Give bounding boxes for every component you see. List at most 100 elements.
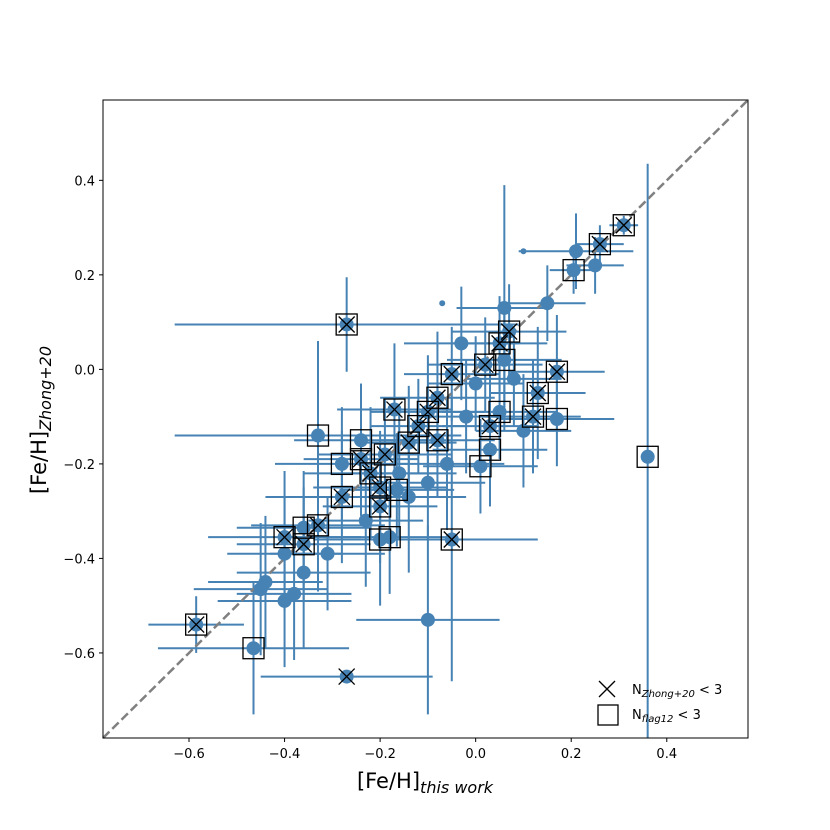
data-point — [382, 530, 397, 545]
cross-marker — [400, 434, 418, 452]
data-point — [253, 582, 268, 597]
data-point — [520, 248, 527, 255]
cross-marker — [548, 363, 566, 381]
square-marker — [426, 386, 449, 409]
legend: NZhong+20 < 3 Nflag12 < 3 — [597, 680, 722, 726]
data-point — [473, 459, 488, 474]
cross-marker — [371, 479, 389, 496]
square-marker — [545, 360, 569, 383]
square-marker — [478, 438, 502, 461]
square-marker — [368, 495, 392, 518]
y-axis-label-base: [Fe/H] — [27, 431, 51, 494]
cross-marker — [338, 316, 356, 333]
cross-marker — [409, 417, 427, 435]
data-point — [569, 244, 583, 259]
square-marker — [474, 353, 497, 376]
square-marker — [330, 485, 354, 509]
legend-square-icon — [597, 704, 619, 726]
data-point — [320, 546, 335, 561]
y-tick-label: 0.0 — [74, 363, 95, 378]
square-marker — [636, 445, 659, 468]
y-tick-label: −0.2 — [63, 458, 95, 473]
data-point — [334, 456, 349, 471]
x-tick-label: −0.6 — [173, 747, 205, 762]
cross-marker — [500, 323, 518, 341]
y-axis-label: [Fe/H]Zhong+20 — [27, 346, 55, 494]
square-marker — [359, 462, 382, 485]
cross-marker — [419, 403, 437, 421]
y-tick-label: −0.6 — [63, 647, 95, 662]
square-marker — [562, 258, 585, 282]
square-marker — [373, 443, 397, 466]
cross-marker — [338, 668, 356, 686]
square-marker — [588, 232, 612, 256]
x-tick-label: −0.2 — [364, 747, 396, 762]
square-marker — [292, 516, 315, 539]
y-tick-label: 0.2 — [74, 269, 95, 284]
square-marker — [526, 381, 549, 405]
data-point — [392, 466, 407, 481]
cross-markers — [187, 216, 633, 686]
square-marker — [612, 214, 635, 237]
data-point — [440, 456, 454, 471]
data-point — [483, 442, 497, 457]
x-axis-label: [Fe/H]this work — [357, 769, 494, 797]
cross-marker — [476, 356, 494, 374]
cross-marker — [371, 497, 389, 515]
square-marker — [440, 528, 463, 551]
plot-frame — [102, 99, 749, 739]
data-point — [454, 336, 469, 351]
data-point — [354, 433, 368, 448]
square-marker — [497, 320, 521, 343]
data-point — [459, 409, 474, 424]
data-point — [401, 489, 416, 504]
data-point — [640, 449, 655, 464]
x-tick-label: 0.2 — [561, 747, 582, 762]
square-marker — [488, 332, 511, 355]
cross-marker — [295, 535, 313, 553]
x-axis: −0.6 −0.4 −0.2 0.0 0.2 0.4 — [173, 738, 677, 762]
y-axis: −0.6 −0.4 −0.2 0.0 0.2 0.4 — [63, 174, 103, 662]
x-axis-label-base: [Fe/H] — [357, 769, 420, 793]
square-marker — [493, 348, 516, 372]
square-marker — [440, 362, 463, 386]
square-marker — [469, 455, 492, 478]
cross-marker — [491, 334, 509, 352]
data-point — [277, 546, 292, 561]
square-marker — [368, 528, 392, 551]
square-marker — [273, 525, 296, 549]
square-marker — [349, 429, 373, 452]
cross-marker — [524, 408, 542, 426]
data-point — [497, 352, 512, 367]
data-point — [516, 423, 531, 438]
cross-marker — [443, 531, 461, 548]
square-marker — [292, 533, 315, 556]
square-marker — [385, 478, 408, 502]
data-point — [358, 513, 373, 528]
cross-marker — [481, 417, 499, 435]
legend-cross-icon — [598, 680, 616, 698]
square-marker — [306, 424, 330, 447]
data-point — [468, 376, 483, 391]
y-tick-label: −0.4 — [63, 552, 95, 567]
x-tick-label: 0.0 — [465, 747, 486, 762]
square-marker — [426, 429, 449, 452]
data-point — [420, 612, 435, 627]
cross-marker — [591, 235, 609, 253]
data-point — [549, 412, 564, 426]
data-point — [287, 586, 302, 601]
square-marker — [185, 613, 208, 636]
square-marker — [306, 514, 330, 537]
cross-marker — [309, 516, 327, 534]
cross-marker — [362, 464, 380, 482]
square-marker — [349, 448, 373, 471]
square-marker — [407, 414, 430, 438]
x-tick-label: −0.4 — [269, 747, 301, 762]
square-marker — [335, 313, 358, 336]
square-marker — [383, 398, 406, 421]
y-tick-label: 0.4 — [74, 174, 95, 189]
data-point — [497, 300, 512, 315]
legend-square-label: Nflag12 < 3 — [632, 708, 701, 725]
data-point — [566, 263, 581, 278]
